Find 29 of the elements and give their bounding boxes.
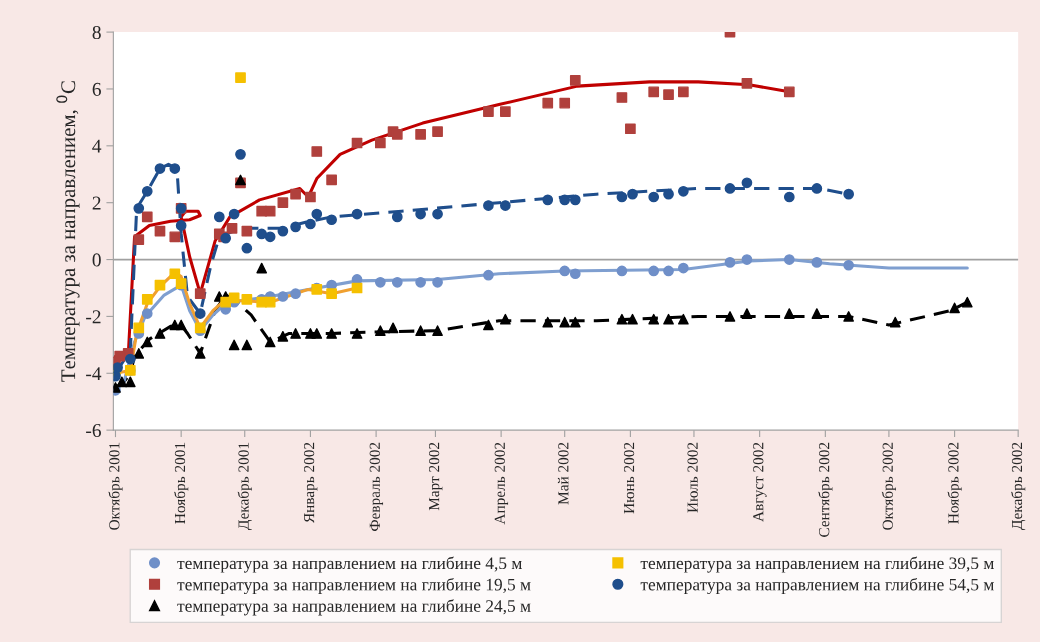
y-tick-label: 4 — [92, 139, 102, 153]
x-tick-label: Декабрь 2002 — [1011, 442, 1026, 530]
x-tick-label: Июль 2002 — [687, 442, 698, 513]
x-tick-label: Октябрь 2002 — [881, 442, 896, 530]
legend-label: температура за направлением на глибине 24,5 м — [177, 599, 531, 616]
x-tick-label: Март 2002 — [428, 442, 443, 511]
x-tick-label: Февраль 2002 — [369, 442, 384, 531]
y-tick-label: -4 — [86, 367, 102, 381]
x-tick-label: Июнь 2002 — [623, 442, 635, 514]
y-axis-title: Температура за направлением, $^{0}$C — [56, 81, 80, 382]
y-tick-label: 0 — [92, 253, 101, 267]
x-tick-label: Май 2002 — [557, 442, 569, 505]
y-tick-label: -6 — [86, 424, 101, 438]
x-tick-label: Декабрь 2001 — [237, 442, 252, 530]
x-tick-label: Ноябрь 2002 — [947, 442, 962, 524]
y-tick-label: 8 — [92, 25, 101, 40]
x-tick-label: Апрель 2002 — [494, 442, 509, 525]
legend-label: температура за направлением на глибине 19,5 м — [177, 577, 531, 595]
y-tick-label: 2 — [92, 196, 101, 210]
legend-label: температура за направлением на глибине 54,5 м — [640, 577, 994, 595]
x-tick-label: Январь 2002 — [303, 442, 318, 524]
x-tick-label: Сентябрь 2002 — [818, 442, 833, 537]
y-tick-label: -2 — [86, 310, 101, 324]
x-tick-label: Август 2002 — [753, 442, 767, 522]
legend-label: температура за направлением на глибине 4,5 м — [177, 556, 522, 573]
x-tick-label: Октябрь 2001 — [108, 442, 123, 530]
x-tick-label: Ноябрь 2001 — [174, 442, 189, 524]
y-tick-label: 6 — [92, 82, 101, 96]
legend-label: температура за направлением на глибине 39,5 м — [640, 556, 994, 573]
